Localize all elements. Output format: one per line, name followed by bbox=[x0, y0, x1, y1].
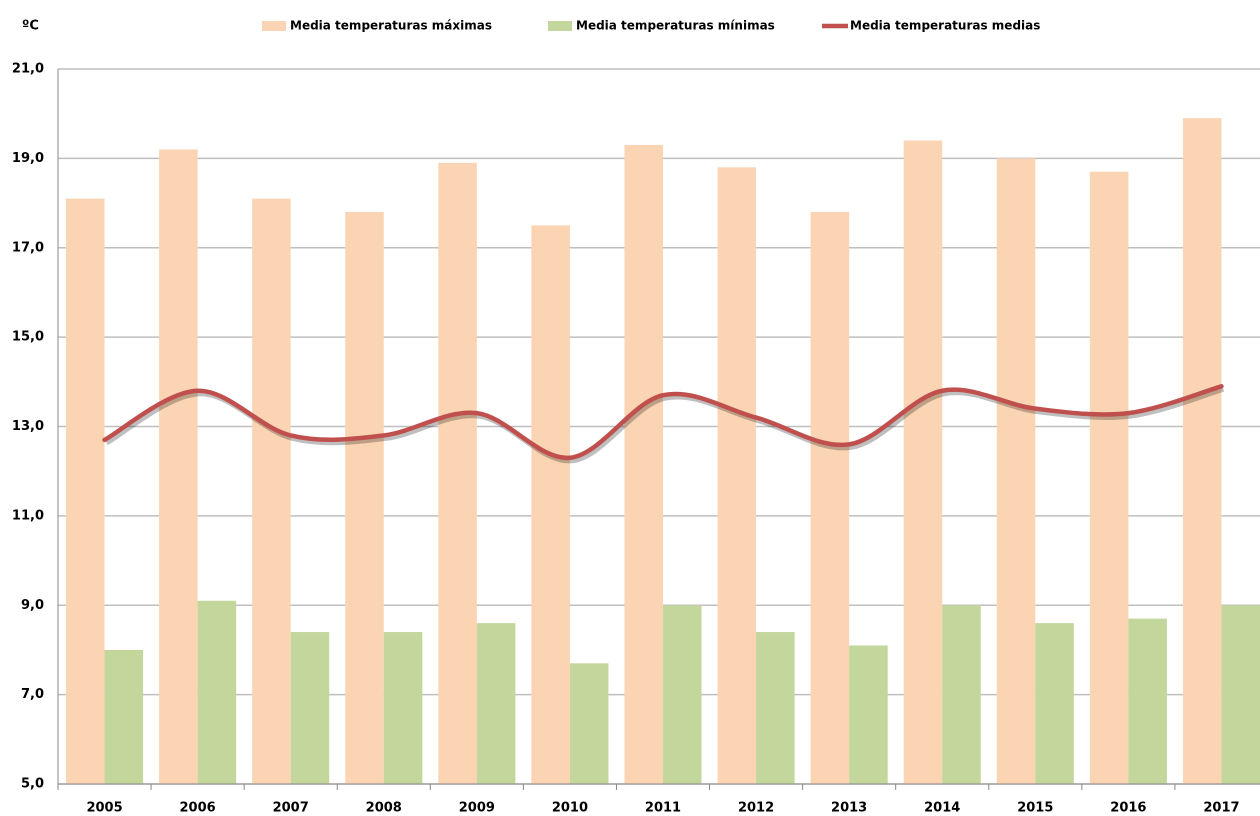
x-tick-label: 2011 bbox=[645, 801, 681, 816]
y-tick-label: 11,0 bbox=[12, 508, 44, 523]
line bbox=[102, 384, 1224, 461]
y-tick-label: 5,0 bbox=[21, 777, 44, 792]
bar bbox=[996, 158, 1036, 784]
x-tick-label: 2010 bbox=[552, 801, 588, 816]
bar bbox=[1221, 605, 1260, 784]
bar bbox=[569, 663, 609, 784]
bar bbox=[197, 600, 237, 784]
bar bbox=[438, 162, 477, 784]
y-tick-label: 13,0 bbox=[12, 419, 44, 434]
bar bbox=[476, 623, 516, 784]
bar bbox=[104, 649, 144, 784]
x-tick-label: 2014 bbox=[924, 801, 960, 816]
bar bbox=[252, 198, 291, 784]
x-tick-label: 2009 bbox=[459, 801, 495, 816]
bar bbox=[810, 212, 850, 784]
y-tick-label: 21,0 bbox=[12, 62, 44, 77]
line-shadow bbox=[105, 386, 1225, 464]
y-tick-label: 17,0 bbox=[12, 240, 44, 255]
y-tick-label: 15,0 bbox=[12, 330, 44, 345]
x-tick-label: 2016 bbox=[1110, 801, 1146, 816]
legend-label: Media temperaturas máximas bbox=[290, 19, 492, 33]
legend-label: Media temperaturas medias bbox=[850, 19, 1040, 33]
bar bbox=[290, 632, 330, 784]
bar bbox=[942, 605, 981, 784]
bar bbox=[849, 645, 888, 784]
legend-swatch bbox=[262, 21, 286, 31]
x-tick-label: 2012 bbox=[738, 801, 774, 816]
x-tick-label: 2007 bbox=[273, 801, 309, 816]
x-tick-label: 2005 bbox=[86, 801, 122, 816]
bar bbox=[1128, 618, 1167, 784]
bar bbox=[1182, 118, 1222, 784]
bar bbox=[624, 144, 663, 784]
bar bbox=[383, 632, 423, 784]
x-tick-label: 2008 bbox=[366, 801, 402, 816]
y-tick-label: 9,0 bbox=[21, 598, 44, 613]
x-tick-label: 2013 bbox=[831, 801, 867, 816]
bar bbox=[903, 140, 943, 784]
x-tick-label: 2006 bbox=[180, 801, 216, 816]
y-tick-label: 19,0 bbox=[12, 151, 44, 166]
bar bbox=[531, 225, 570, 784]
legend-label: Media temperaturas mínimas bbox=[576, 19, 775, 33]
bar bbox=[66, 198, 105, 784]
bar bbox=[1089, 171, 1129, 784]
bar bbox=[159, 149, 198, 784]
y-unit: ºC bbox=[22, 19, 39, 34]
legend-swatch bbox=[548, 21, 572, 31]
x-tick-label: 2015 bbox=[1017, 801, 1053, 816]
bar bbox=[756, 632, 795, 784]
bar bbox=[1035, 623, 1074, 784]
legend: Media temperaturas máximas Media temperat… bbox=[262, 19, 1040, 33]
x-tick-label: 2017 bbox=[1203, 801, 1239, 816]
bar bbox=[345, 212, 384, 784]
y-tick-label: 7,0 bbox=[21, 687, 44, 702]
bar bbox=[717, 167, 757, 784]
bar bbox=[663, 605, 702, 784]
